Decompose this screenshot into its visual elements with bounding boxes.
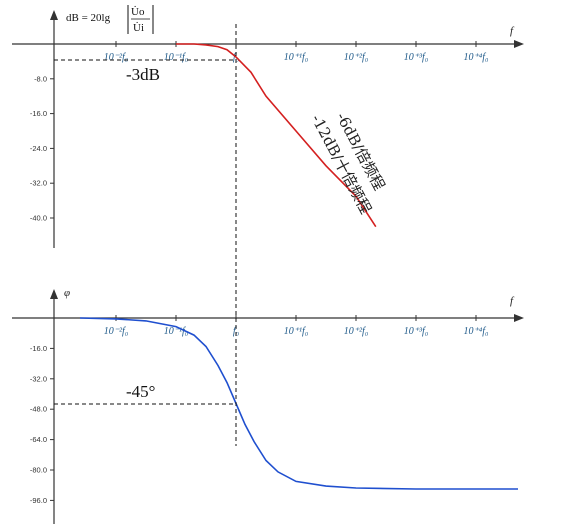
magnitude-x-axis-arrow (514, 40, 524, 48)
magnitude-ylabel-numerator: U̇o (131, 6, 145, 18)
phase-x-ticks: 10⁻²f₀ 10⁻¹f₀ f₀ 10⁺¹f₀ 10⁺²f₀ 10⁺³f₀ 10⁺⁴f₀ (104, 315, 489, 337)
magnitude-xlabel: f (510, 25, 515, 37)
phase-x-tick-label: 10⁺³f₀ (404, 326, 429, 337)
minus3db-label: -3dB (126, 65, 160, 84)
phase-y-ticks: -16.0 -32.0 -48.0 -64.0 -80.0 -96.0 (30, 344, 54, 505)
magnitude-x-tick-label: 10⁻²f₀ (104, 52, 129, 63)
magnitude-y-tick-label: -16.0 (30, 109, 47, 118)
phase-panel: φ f -16.0 -32.0 -48.0 -64.0 -80.0 -96.0 10⁻²f… (12, 287, 524, 524)
phase-ylabel: φ (64, 287, 70, 299)
magnitude-curve (176, 43, 377, 228)
magnitude-x-tick-label: 10⁻¹f₀ (164, 52, 189, 63)
phase-y-tick-label: -96.0 (30, 496, 47, 505)
phase-y-tick-label: -48.0 (30, 405, 47, 414)
magnitude-ylabel-denominator: U̇i (133, 22, 144, 34)
magnitude-x-tick-label: 10⁺¹f₀ (284, 52, 309, 63)
phase-y-tick-label: -80.0 (30, 466, 47, 475)
phase-x-axis-arrow (514, 314, 524, 322)
magnitude-y-tick-label: -8.0 (34, 74, 47, 83)
magnitude-y-tick-label: -40.0 (30, 214, 47, 223)
phase-x-tick-label: 10⁺²f₀ (344, 326, 369, 337)
phase-x-tick-label: 10⁻²f₀ (104, 326, 129, 337)
phase-x-tick-label: f₀ (233, 326, 240, 337)
magnitude-ylabel-prefix: dB = 20lg (66, 12, 111, 24)
phase-x-tick-label: 10⁺⁴f₀ (463, 326, 489, 337)
phase-x-tick-label: 10⁻¹f₀ (164, 326, 189, 337)
magnitude-y-tick-label: -32.0 (30, 179, 47, 188)
magnitude-x-tick-label: 10⁺³f₀ (404, 52, 429, 63)
phase-y-tick-label: -32.0 (30, 374, 47, 383)
magnitude-ylabel: dB = 20lg U̇o U̇i (66, 5, 154, 34)
phase-y-tick-label: -16.0 (30, 344, 47, 353)
phase-curve (79, 317, 518, 490)
phase-xlabel: f (510, 295, 515, 307)
magnitude-x-tick-label: 10⁺⁴f₀ (463, 52, 489, 63)
magnitude-panel: dB = 20lg U̇o U̇i f -8.0-16.0-24.0-32.0-… (12, 5, 524, 248)
phase-x-tick-label: 10⁺¹f₀ (284, 326, 309, 337)
magnitude-x-tick-label: 10⁺²f₀ (344, 52, 369, 63)
magnitude-y-tick-label: -24.0 (30, 144, 47, 153)
magnitude-y-axis-arrow (50, 10, 58, 20)
phase-y-tick-label: -64.0 (30, 435, 47, 444)
minus45-label: -45° (126, 382, 155, 401)
phase-y-axis-arrow (50, 289, 58, 299)
magnitude-y-ticks: -8.0 -16.0 -24.0 -32.0 -40.0 (30, 74, 54, 223)
